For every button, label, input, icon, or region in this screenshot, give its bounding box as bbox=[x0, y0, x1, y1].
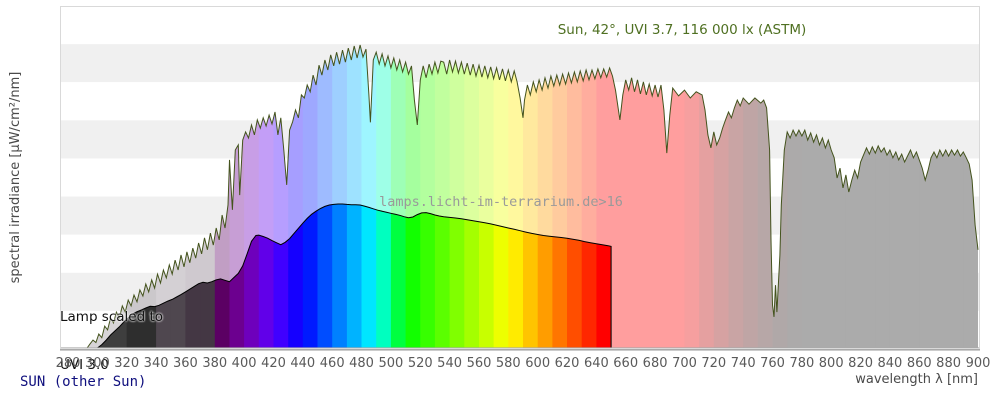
x-tick-label: 900 bbox=[965, 356, 991, 371]
spectrum-selector-link[interactable]: SUN (other Sun) bbox=[20, 374, 147, 390]
lamp-annotation-line-1: Lamp scaled to bbox=[60, 309, 164, 325]
x-tick-label: 460 bbox=[319, 356, 345, 371]
x-tick-label: 600 bbox=[525, 356, 551, 371]
x-tick-label: 760 bbox=[760, 356, 785, 371]
x-tick-label: 640 bbox=[583, 356, 609, 371]
x-tick-label: 680 bbox=[642, 356, 668, 371]
x-tick-label: 480 bbox=[349, 356, 374, 371]
x-tick-label: 280 bbox=[55, 356, 81, 371]
lamp-annotation: Lamp scaled to UVI 3.0 50000 lx bbox=[60, 277, 163, 400]
x-tick-label: 880 bbox=[936, 356, 962, 371]
x-tick-label: 660 bbox=[613, 356, 639, 371]
x-tick-label: 520 bbox=[407, 356, 433, 371]
x-axis-label: wavelength λ [nm] bbox=[855, 372, 978, 387]
y-axis-label: spectral irradiance [µW/cm²/nm] bbox=[8, 71, 23, 284]
x-tick-label: 440 bbox=[290, 356, 316, 371]
x-tick-label: 420 bbox=[261, 356, 286, 371]
x-tick-label: 380 bbox=[202, 356, 228, 371]
x-tick-label: 580 bbox=[495, 356, 521, 371]
x-tick-label: 540 bbox=[437, 356, 463, 371]
x-tick-label: 560 bbox=[466, 356, 492, 371]
x-tick-label: 500 bbox=[378, 356, 404, 371]
lamp-annotation-line-2: UVI 3.0 bbox=[60, 357, 109, 373]
x-tick-label: 840 bbox=[877, 356, 903, 371]
watermark-text: lamps.licht-im-terrarium.de>16 bbox=[379, 194, 623, 210]
x-tick-label: 720 bbox=[701, 356, 727, 371]
x-tick-label: 320 bbox=[114, 356, 140, 371]
x-tick-label: 360 bbox=[172, 356, 198, 371]
x-tick-label: 820 bbox=[848, 356, 874, 371]
x-tick-label: 800 bbox=[818, 356, 844, 371]
x-tick-label: 300 bbox=[84, 356, 110, 371]
x-tick-label: 620 bbox=[554, 356, 580, 371]
x-tick-label: 740 bbox=[730, 356, 756, 371]
chart-title: Sun, 42°, UVI 3.7, 116 000 lx (ASTM) bbox=[557, 22, 807, 38]
x-tick-label: 860 bbox=[906, 356, 932, 371]
x-tick-label: 700 bbox=[672, 356, 697, 371]
x-tick-label: 780 bbox=[789, 356, 815, 371]
x-tick-label: 400 bbox=[231, 356, 257, 371]
x-tick-label: 340 bbox=[143, 356, 169, 371]
